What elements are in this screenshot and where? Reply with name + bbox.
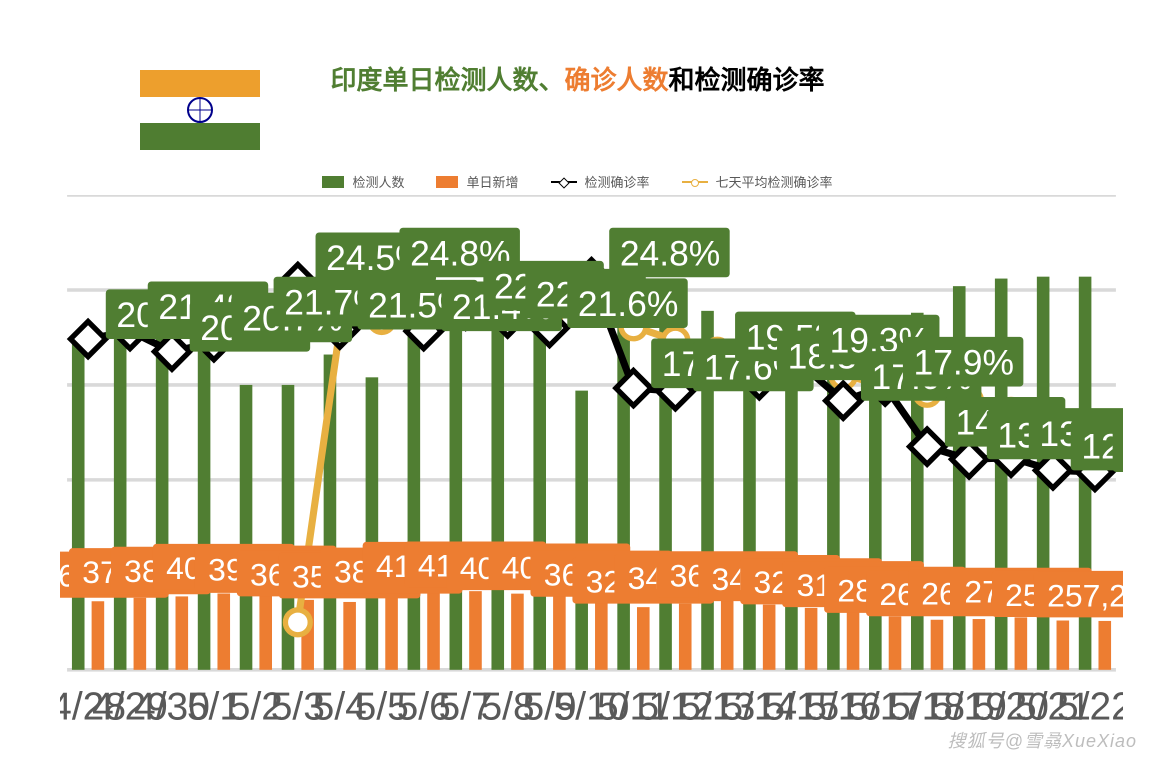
bar-cases <box>134 598 147 670</box>
bar-cases <box>469 591 482 670</box>
bar-tests <box>72 343 85 670</box>
bar-cases <box>847 611 860 670</box>
title-part-2: 确诊人数 <box>564 65 668 95</box>
bar-cases <box>217 593 230 669</box>
bar-cases <box>427 592 440 670</box>
title-part-1: 印度单日检测人数、 <box>330 65 564 95</box>
legend-swatch <box>322 176 344 188</box>
pct-label: 17.9% <box>914 343 1014 383</box>
legend-item-positivity: 检测确诊率 <box>551 172 650 191</box>
bar-tests <box>240 385 253 670</box>
pct-label: 21.6% <box>578 284 678 324</box>
title-part-3: 和 <box>669 65 695 95</box>
pct-label: 24.8% <box>620 233 720 273</box>
chart-container: 印度单日检测人数、确诊人数和检测确诊率 检测人数 单日新增 检测确诊率 七天平均… <box>0 0 1155 771</box>
legend-line <box>551 181 577 183</box>
marker-avg7 <box>285 610 310 635</box>
bar-cases <box>92 601 105 670</box>
bar-cases <box>679 604 692 670</box>
bar-cases <box>973 619 986 670</box>
title-part-4: 检测确诊率 <box>695 65 825 95</box>
legend-line <box>682 181 708 183</box>
pct-label-box <box>1113 422 1123 472</box>
bar-tests <box>533 328 546 670</box>
legend: 检测人数 单日新增 检测确诊率 七天平均检测确诊率 <box>0 172 1155 191</box>
chart-title: 印度单日检测人数、确诊人数和检测确诊率 <box>0 60 1155 97</box>
bar-tests <box>114 334 127 670</box>
flag-stripe-white <box>140 97 260 124</box>
bar-tests <box>575 391 588 670</box>
bar-cases <box>1057 621 1070 670</box>
bar-cases <box>1098 621 1111 670</box>
legend-item-tests: 检测人数 <box>322 172 404 191</box>
bar-tests <box>450 326 463 670</box>
bar-cases <box>511 594 524 670</box>
bar-cases <box>805 608 818 670</box>
bar-tests <box>408 305 421 670</box>
bar-cases <box>721 601 734 670</box>
bar-cases <box>889 616 902 669</box>
bar-cases <box>763 605 776 670</box>
flag-stripe-green <box>140 123 260 150</box>
case-label: 257,299 <box>1047 577 1123 613</box>
bar-cases <box>176 596 189 669</box>
bar-tests <box>491 313 504 670</box>
plot-area: -500,0001,000,0001,500,0002,000,0002,500… <box>60 195 1123 727</box>
bar-cases <box>1015 617 1028 669</box>
bar-tests <box>743 375 756 669</box>
bar-tests <box>869 372 882 670</box>
bar-cases <box>637 607 650 670</box>
ashoka-chakra-icon <box>187 97 213 123</box>
bar-cases <box>553 593 566 670</box>
bar-cases <box>931 620 944 670</box>
bar-cases <box>259 595 272 670</box>
bar-tests <box>366 377 379 669</box>
svg-text:5/22: 5/22 <box>1057 685 1123 726</box>
bar-cases <box>385 597 398 670</box>
legend-item-avg7: 七天平均检测确诊率 <box>682 172 833 191</box>
legend-swatch <box>436 176 458 188</box>
watermark: 搜狐号@雪骉XueXiao <box>948 727 1137 753</box>
bar-cases <box>343 602 356 670</box>
legend-item-cases: 单日新增 <box>436 172 518 191</box>
bar-tests <box>785 351 798 670</box>
bar-cases <box>595 600 608 670</box>
